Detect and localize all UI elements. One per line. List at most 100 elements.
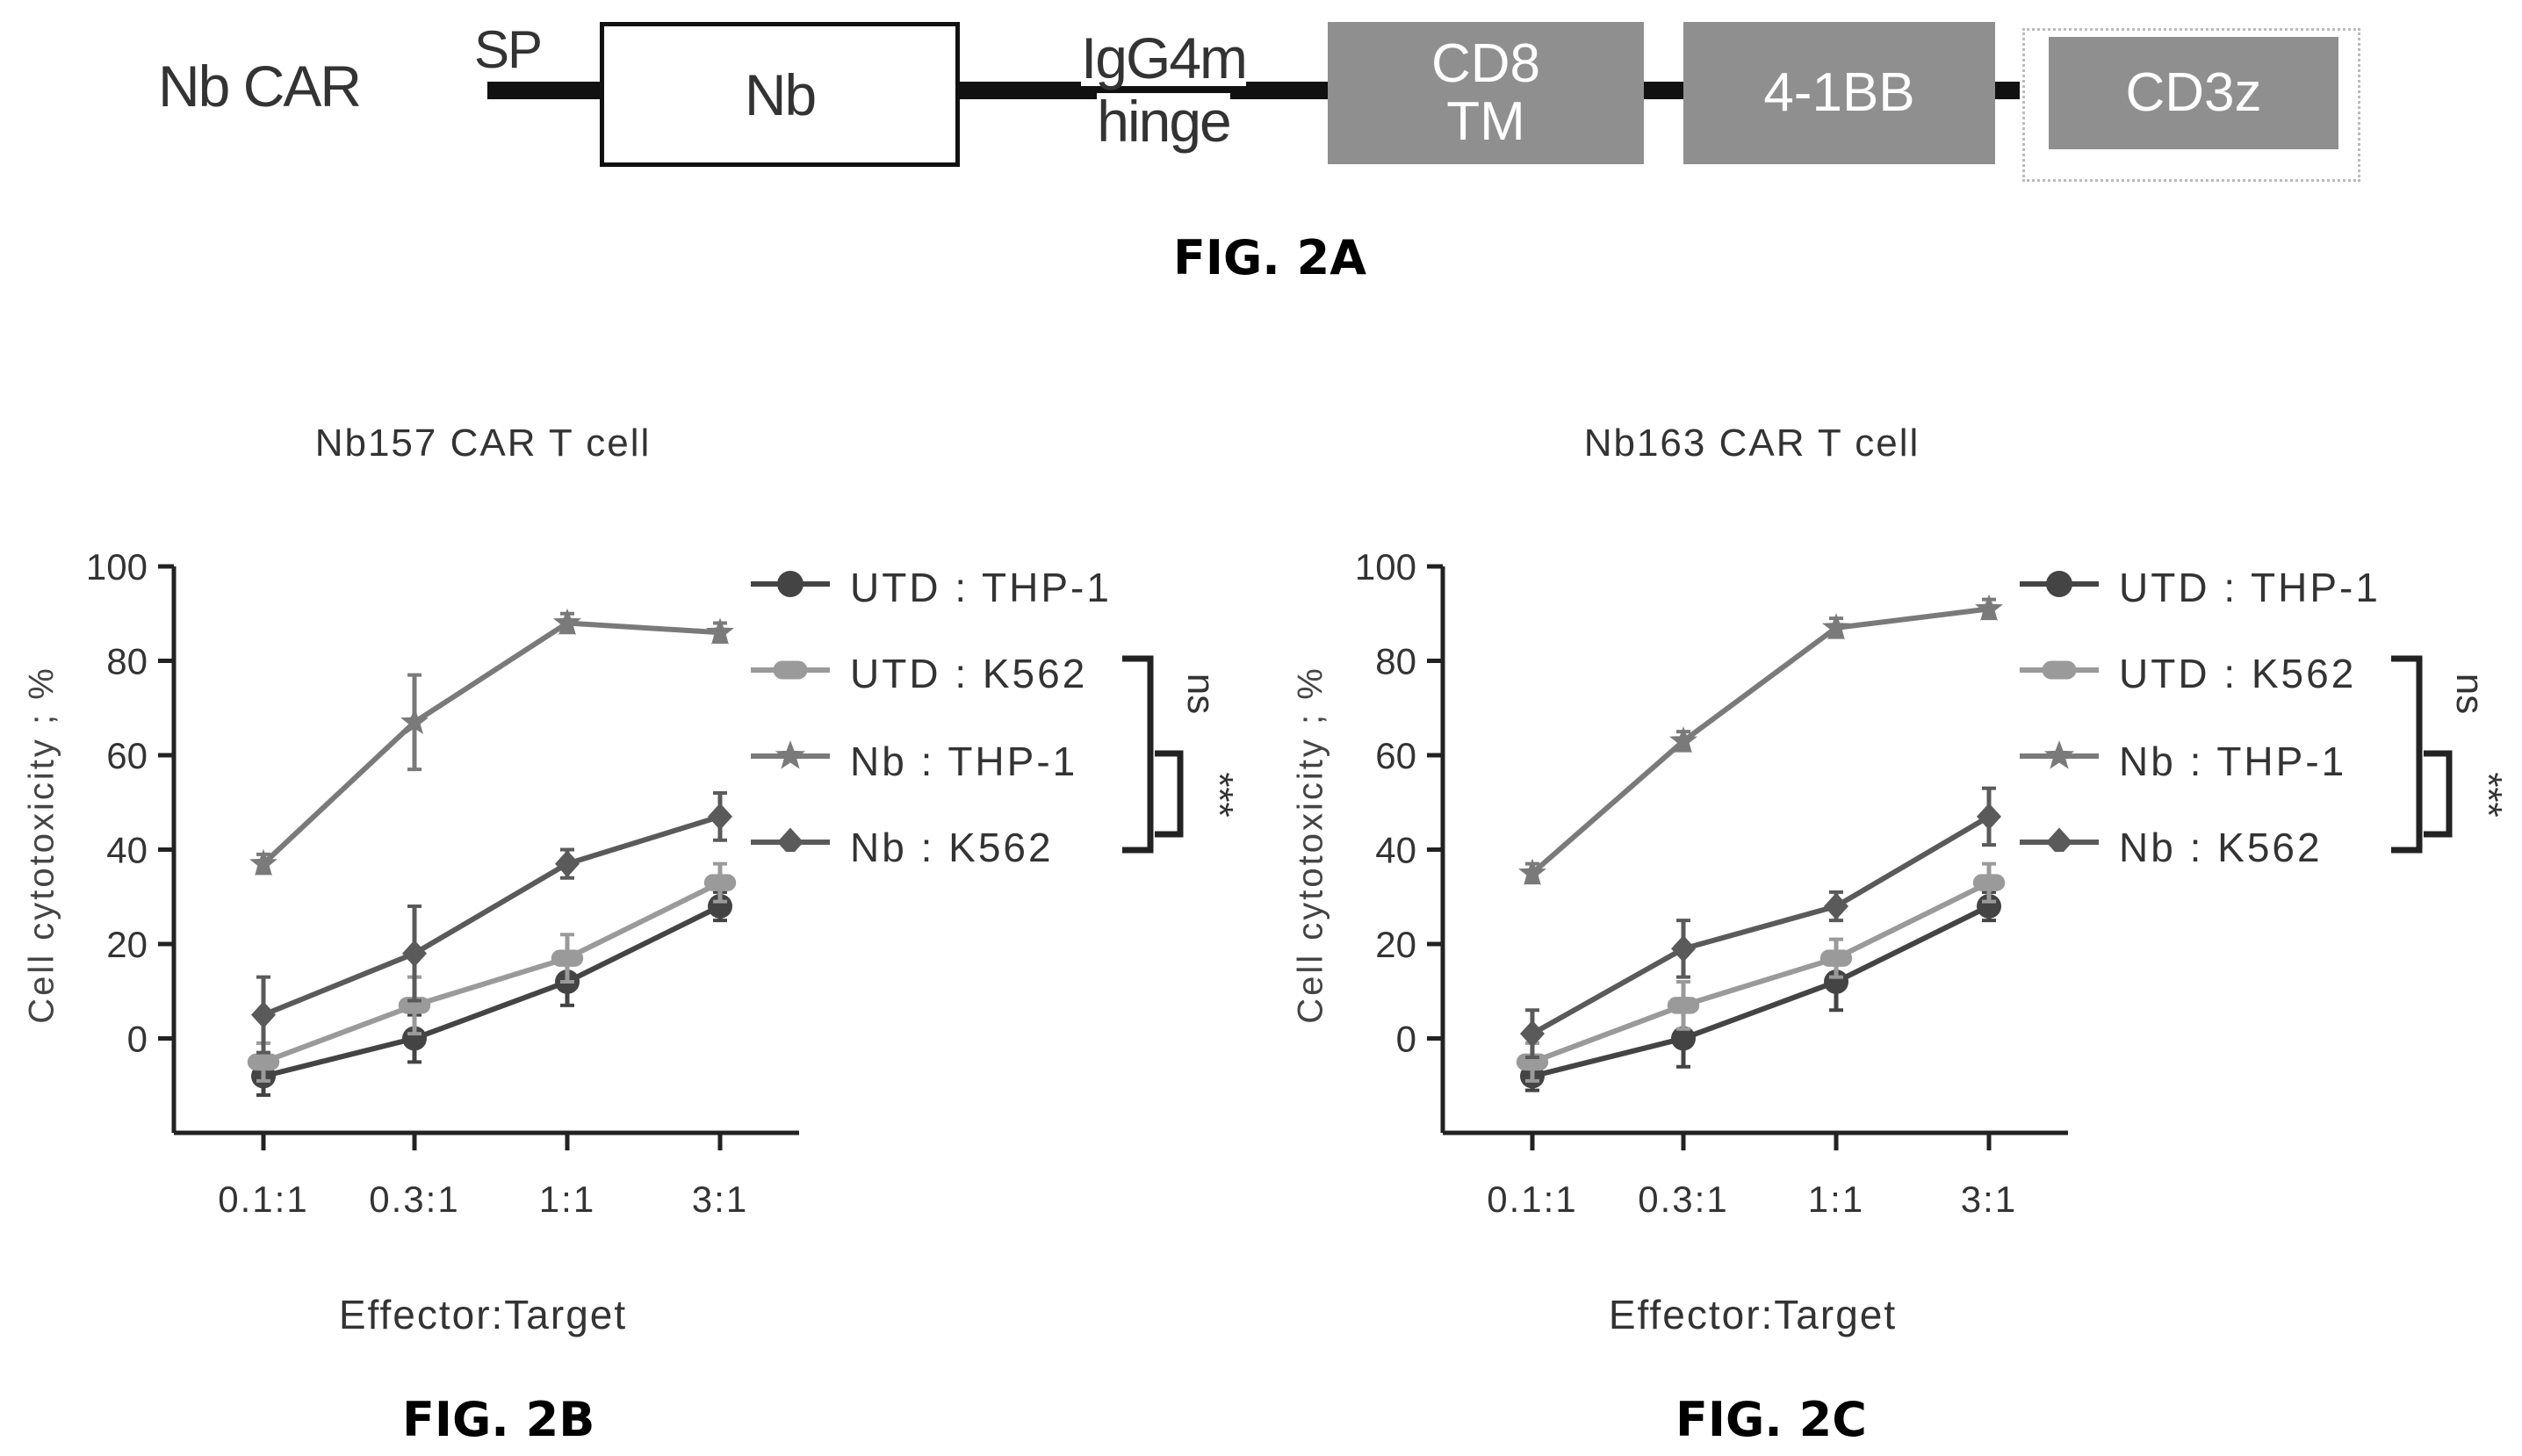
x-tick-label: 0.3:1 [1638, 1178, 1728, 1220]
significance-brackets [1122, 655, 1184, 854]
costim-box [1683, 22, 1995, 164]
data-point [2046, 571, 2072, 597]
legend-item-label: UTD : K562 [2119, 651, 2357, 696]
construct-name: Nb CAR [158, 54, 362, 119]
data-point [1824, 892, 1848, 920]
hinge-label-line1: IgG4m [1080, 25, 1248, 90]
x-tick-label: 0.3:1 [369, 1178, 459, 1220]
data-point [1518, 858, 1546, 885]
y-tick-label: 20 [106, 924, 148, 965]
significance-ns: ns [2448, 673, 2491, 715]
cd8-tm-label: CD8 TM [1328, 22, 1644, 164]
data-point [1667, 997, 1700, 1014]
legend-item-label: Nb : K562 [2119, 825, 2323, 870]
y-tick-label: 60 [106, 735, 148, 776]
data-point [251, 1001, 276, 1029]
x-tick-label: 1:1 [539, 1178, 595, 1220]
costim-label: 4-1BB [1763, 62, 1915, 123]
data-point [400, 707, 429, 734]
y-tick-label: 80 [1375, 641, 1416, 682]
legend-item-label: Nb : K562 [850, 825, 1054, 870]
hinge-label-line2: hinge [1097, 89, 1232, 154]
data-point [398, 997, 431, 1014]
data-point [1822, 613, 1850, 640]
significance-stars: *** [1198, 772, 1241, 818]
y-tick-label: 0 [1396, 1019, 1416, 1060]
data-point [1819, 949, 1853, 967]
y-tick-label: 60 [1375, 735, 1416, 776]
y-tick-label: 20 [1375, 924, 1416, 965]
x-axis-title: Effector:Target [338, 1292, 628, 1337]
data-point [1516, 1053, 1549, 1071]
data-point [1671, 1026, 1696, 1051]
data-point [1520, 1020, 1545, 1048]
legend-markers [751, 571, 830, 852]
legend-item-label: UTD : K562 [850, 651, 1088, 696]
plot-area: 0 20 40 60 80 100 0.1:1 0.3:1 1:1 3:1 [1355, 546, 2068, 1220]
series-line [263, 904, 722, 1079]
data-point [551, 949, 584, 967]
legend-item-label: UTD : THP-1 [850, 565, 1112, 610]
cd3z-box [2049, 37, 2338, 149]
y-tick-label: 0 [127, 1019, 148, 1060]
data-point [249, 848, 277, 876]
data-point [247, 1053, 280, 1071]
nb-domain-label: Nb [744, 61, 817, 127]
data-point [775, 740, 806, 769]
data-point [777, 571, 803, 597]
y-tick-label: 100 [86, 546, 148, 587]
data-point [2046, 827, 2072, 852]
data-point [1977, 803, 2001, 831]
x-tick-label: 3:1 [692, 1178, 748, 1220]
data-point [2043, 740, 2075, 769]
data-point [1975, 594, 2003, 621]
series-line [262, 880, 722, 1065]
data-point [555, 850, 580, 878]
data-point [708, 803, 732, 831]
data-point [777, 827, 803, 852]
chart-title: Nb157 CAR T cell [314, 422, 652, 465]
data-point [773, 660, 808, 680]
series-line [262, 814, 721, 1018]
plot-area: 0 20 40 60 80 100 0.1:1 0.3:1 1:1 3:1 [86, 546, 799, 1220]
data-point [706, 617, 734, 645]
y-tick-label: 100 [1355, 546, 1416, 587]
x-tick-label: 1:1 [1808, 1178, 1864, 1220]
data-point [1671, 934, 1696, 962]
data-point [402, 940, 427, 968]
series-line [1531, 904, 1991, 1079]
tm-label: TM [1446, 91, 1525, 152]
x-tick-label: 3:1 [1961, 1178, 2017, 1220]
fig-2a-caption: FIG. 2A [1173, 230, 1366, 285]
cd3z-label: CD3z [2125, 62, 2262, 123]
y-tick-label: 80 [106, 641, 148, 682]
data-point [2042, 660, 2077, 680]
nb-domain-box [600, 22, 960, 167]
y-tick-label: 40 [1375, 830, 1416, 871]
series-line [1531, 880, 1991, 1065]
data-point [553, 608, 581, 636]
cd8-tm-box [1328, 22, 1644, 164]
series-line [261, 620, 721, 866]
legend-item-label: UTD : THP-1 [2119, 565, 2381, 610]
x-tick-label: 0.1:1 [218, 1178, 308, 1220]
sp-label: SP [474, 20, 543, 79]
y-tick-label: 40 [106, 830, 148, 871]
legend-item-label: Nb : THP-1 [2119, 739, 2347, 784]
x-tick-label: 0.1:1 [1487, 1178, 1577, 1220]
x-axis-title: Effector:Target [1608, 1292, 1898, 1337]
significance-brackets [2391, 655, 2453, 854]
legend-markers [2020, 571, 2099, 852]
fig-2b-caption: FIG. 2B [402, 1392, 595, 1447]
data-point [1669, 726, 1697, 753]
cd8-label: CD8 [1430, 33, 1541, 94]
hinge-label: IgG4m hinge [1032, 26, 1295, 158]
legend-item-label: Nb : THP-1 [850, 739, 1078, 784]
series-line [1531, 814, 1991, 1036]
significance-ns: ns [1179, 673, 1222, 715]
data-point [1972, 874, 2006, 891]
chart-title: Nb163 CAR T cell [1583, 422, 1920, 465]
series-line [1531, 606, 1990, 876]
data-point [703, 874, 737, 891]
significance-stars: *** [2467, 772, 2510, 818]
